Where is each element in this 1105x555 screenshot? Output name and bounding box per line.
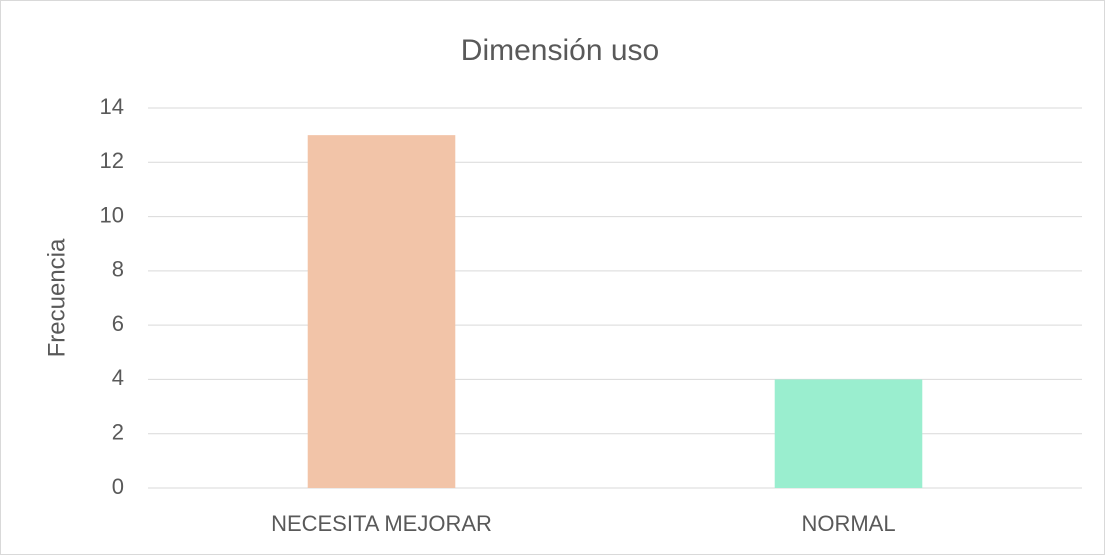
chart-title: Dimensión uso bbox=[461, 34, 659, 67]
y-tick-label: 0 bbox=[112, 474, 124, 499]
x-tick-label: NORMAL bbox=[801, 511, 895, 536]
x-tick-label: NECESITA MEJORAR bbox=[271, 511, 492, 536]
y-tick-label: 4 bbox=[112, 365, 124, 390]
bar bbox=[774, 379, 923, 488]
y-tick-label: 10 bbox=[100, 202, 124, 227]
y-tick-label: 12 bbox=[100, 148, 124, 173]
y-tick-label: 8 bbox=[112, 257, 124, 282]
y-tick-label: 2 bbox=[112, 420, 124, 445]
bar bbox=[307, 135, 456, 488]
y-tick-label: 6 bbox=[112, 311, 124, 336]
y-tick-label: 14 bbox=[100, 94, 124, 119]
y-axis-label: Frecuencia bbox=[43, 238, 70, 357]
